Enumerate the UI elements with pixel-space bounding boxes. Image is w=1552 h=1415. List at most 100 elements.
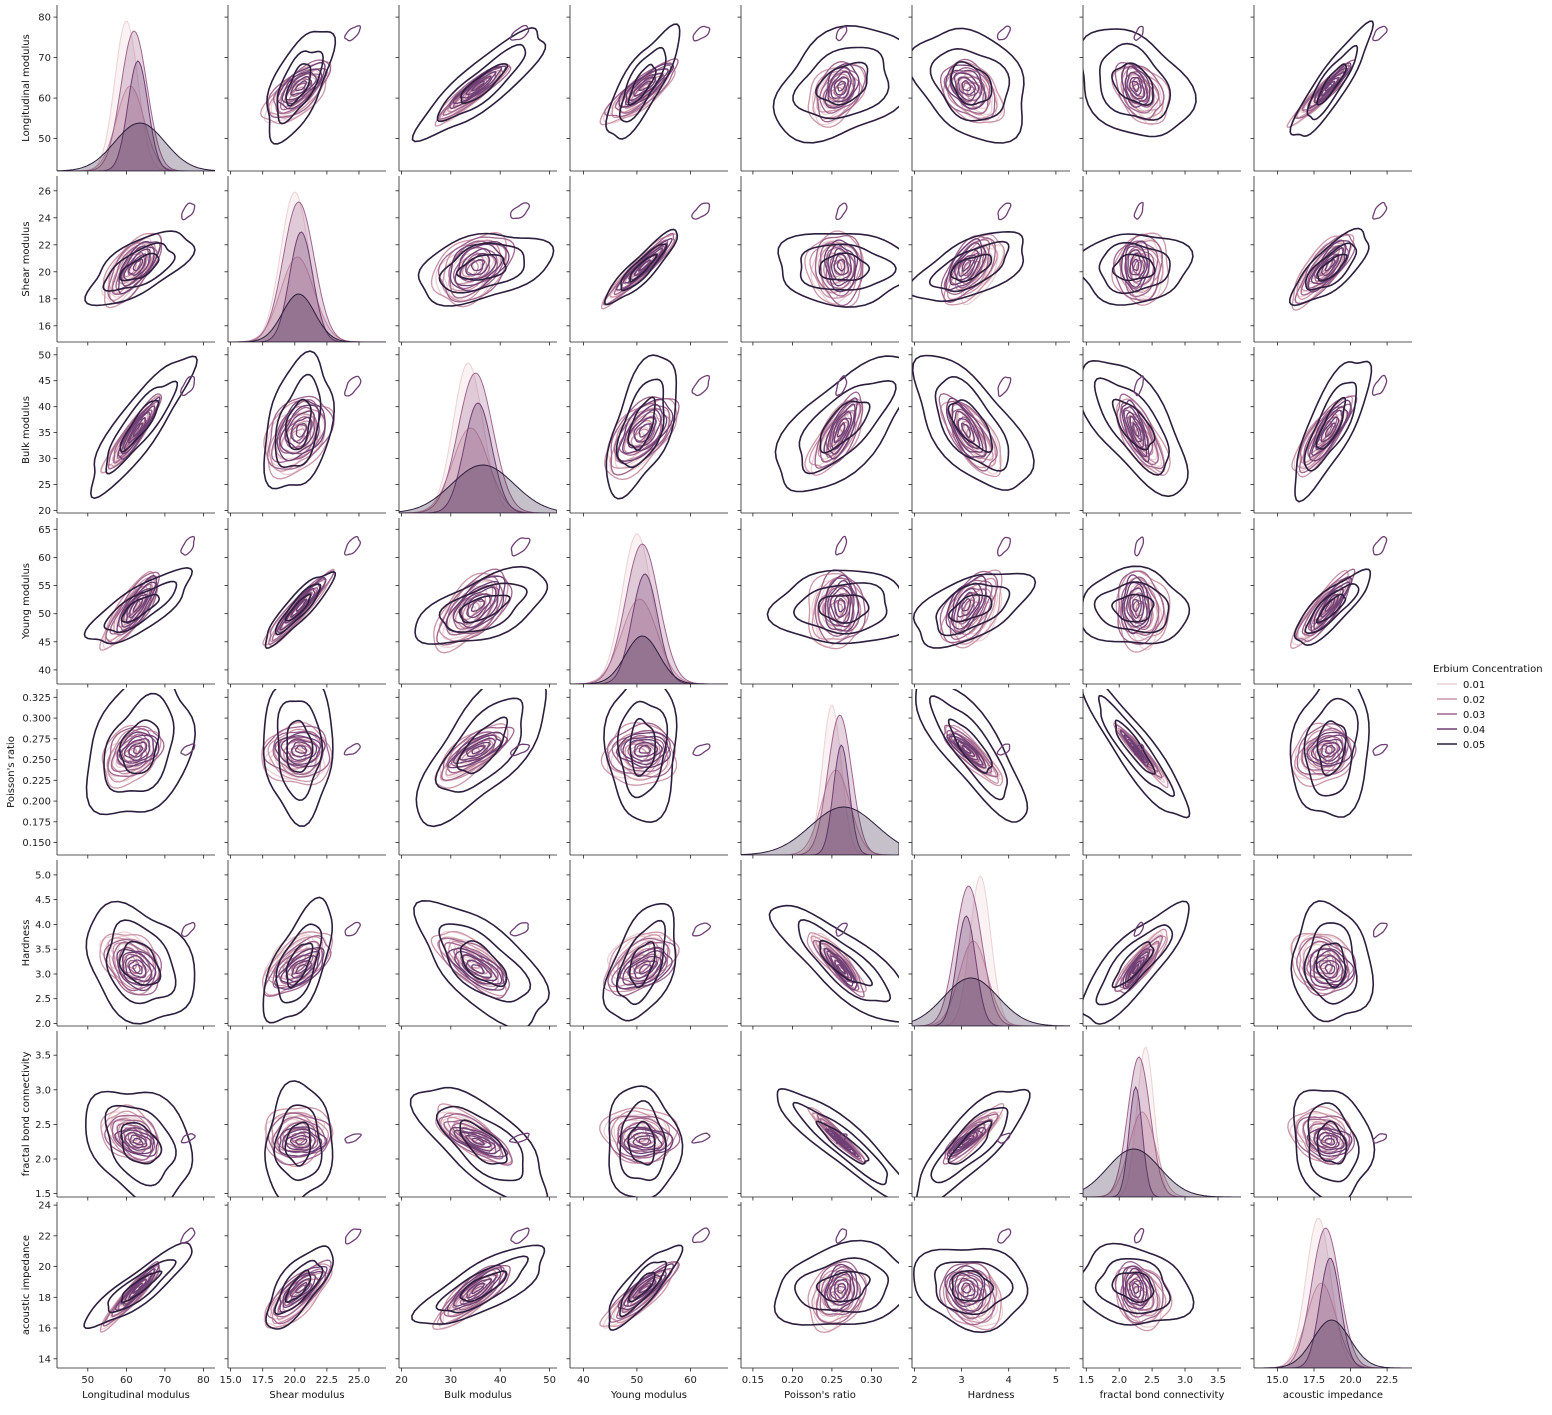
kde-contour-0.03 — [109, 575, 158, 636]
kde-contour-0.03 — [943, 67, 991, 114]
panel-marks — [1288, 201, 1388, 311]
kde-density-0.05 — [741, 806, 899, 855]
kde-contour-0.05 — [603, 689, 678, 824]
y-tick-label: 5.0 — [35, 870, 51, 881]
kde-contour-0.05 — [105, 380, 179, 475]
kde-contour-0.04 — [953, 738, 979, 761]
kde-contour-0.05 — [1111, 398, 1156, 451]
kde-contour-0.02 — [1296, 241, 1346, 300]
kde-contour-0.05 — [286, 719, 314, 774]
kde-contour-0.03 — [616, 1117, 673, 1159]
panel-r5-c6 — [1079, 860, 1241, 1030]
kde-contour-0.05 — [797, 918, 892, 1003]
kde-contour-0.05 — [1304, 242, 1358, 291]
kde-contour-0.05 — [1093, 581, 1170, 634]
kde-contour-0.04 — [961, 80, 972, 92]
kde-contour-0.04 — [116, 948, 161, 992]
x-tick-label: 80 — [197, 1375, 210, 1386]
kde-contour-0.04 — [1309, 948, 1355, 989]
kde-contour-0.03 — [833, 1285, 847, 1301]
kde-contour-0.02 — [261, 721, 333, 786]
panel-r1-c2 — [395, 176, 557, 346]
panel-marks — [1083, 201, 1194, 306]
kde-contour-0.04 — [453, 1268, 502, 1307]
panel-marks — [1083, 689, 1191, 819]
kde-contour-0.04 — [119, 1129, 155, 1155]
kde-contour-0.04 — [470, 258, 485, 272]
panel-r5-c3 — [566, 860, 728, 1030]
kde-contour-outlier-0.04 — [692, 1227, 710, 1244]
panel-r7-c4: 0.15 0.20 0.25 0.30 Poisson's ratio — [737, 1202, 899, 1401]
kde-contour-0.04 — [1306, 1127, 1353, 1157]
kde-contour-0.01 — [269, 934, 319, 973]
kde-contour-0.04 — [1310, 734, 1347, 765]
kde-contour-0.05 — [274, 1259, 324, 1316]
kde-contour-0.05 — [928, 695, 1009, 801]
panel-r0-c7 — [1250, 5, 1412, 175]
kde-contour-0.05 — [629, 253, 658, 283]
kde-contour-0.02 — [1129, 1282, 1154, 1312]
kde-contour-0.04 — [1315, 955, 1344, 983]
kde-contour-0.04 — [1316, 1131, 1345, 1151]
kde-density-0.05 — [570, 635, 728, 684]
panel-r3-c6 — [1079, 518, 1241, 688]
kde-contour-0.04 — [1131, 963, 1140, 974]
kde-contour-0.05 — [1303, 922, 1358, 1005]
kde-contour-0.04 — [290, 592, 312, 618]
panel-marks — [912, 875, 1070, 1026]
panel-r6-c1 — [224, 1031, 386, 1201]
kde-contour-0.03 — [272, 940, 324, 989]
y-tick-label: 20 — [38, 267, 51, 278]
panel-marks — [409, 1086, 549, 1197]
kde-contour-0.04 — [115, 1264, 160, 1311]
kde-contour-0.04 — [1132, 598, 1140, 613]
kde-contour-0.05 — [929, 47, 1011, 122]
panel-r0-c3 — [566, 5, 728, 175]
y-tick-label: 50 — [38, 134, 51, 145]
kde-contour-0.02 — [102, 232, 163, 309]
y-tick-label: 18 — [38, 1293, 51, 1304]
kde-contour-0.04 — [957, 591, 975, 618]
kde-contour-outlier-0.04 — [996, 25, 1012, 41]
kde-contour-0.04 — [116, 731, 160, 768]
kde-contour-0.05 — [1083, 689, 1191, 819]
kde-contour-0.04 — [1126, 71, 1146, 100]
kde-density-0.04 — [57, 60, 215, 171]
panel-r0-c5 — [908, 5, 1070, 175]
panel-r3-c7 — [1250, 518, 1412, 688]
y-tick-label: 1.5 — [35, 1189, 51, 1200]
kde-contour-0.04 — [834, 1278, 849, 1299]
kde-contour-0.04 — [638, 963, 652, 975]
y-tick-label: 60 — [38, 94, 51, 105]
panel-marks — [228, 191, 386, 342]
kde-contour-0.05 — [1307, 1102, 1360, 1183]
kde-contour-0.04 — [1128, 1278, 1142, 1299]
kde-contour-0.05 — [629, 717, 657, 777]
kde-contour-0.02 — [99, 570, 159, 651]
kde-contour-0.04 — [617, 1126, 674, 1157]
y-axis-label: Shear modulus — [21, 221, 32, 296]
panel-marks — [766, 535, 899, 650]
kde-contour-0.04 — [961, 744, 972, 755]
y-tick-label: 2.5 — [35, 994, 51, 1005]
y-tick-label: 20 — [38, 1262, 51, 1273]
x-tick-label: 3.5 — [1210, 1375, 1226, 1386]
kde-contour-0.05 — [275, 923, 323, 1004]
kde-contour-0.05 — [274, 583, 322, 636]
kde-contour-0.04 — [278, 1126, 328, 1157]
panel-marks — [1083, 900, 1190, 1025]
panel-marks — [1291, 360, 1388, 503]
panel-r2-c4 — [737, 347, 899, 517]
panel-marks — [1083, 359, 1189, 498]
kde-contour-0.04 — [470, 598, 486, 612]
panel-r0-c1 — [224, 5, 386, 175]
kde-contour-0.04 — [284, 587, 316, 624]
x-tick-label: 22.5 — [1376, 1375, 1398, 1386]
panel-r7-c5: 2 3 4 5 Hardness — [908, 1202, 1070, 1401]
kde-contour-0.04 — [638, 259, 652, 272]
kde-contour-0.04 — [465, 959, 492, 979]
panel-r4-c3 — [566, 689, 728, 859]
kde-contour-0.04 — [120, 245, 155, 287]
kde-contour-0.03 — [940, 58, 996, 121]
kde-contour-0.05 — [1097, 694, 1176, 798]
